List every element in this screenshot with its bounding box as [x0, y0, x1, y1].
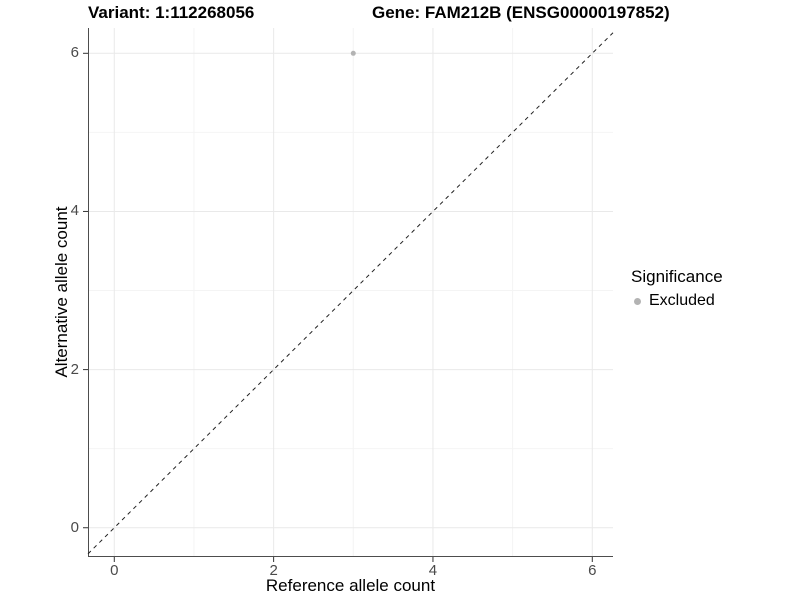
- legend: Significance Excluded: [631, 267, 723, 310]
- y-axis-title: Alternative allele count: [52, 206, 71, 378]
- data-point: [350, 50, 356, 56]
- plot-canvas: [83, 28, 614, 562]
- y-tick-label: 4: [70, 202, 79, 220]
- plot-title-gene: Gene: FAM212B (ENSG00000197852): [372, 3, 670, 22]
- x-tick-label: 6: [588, 562, 597, 579]
- legend-title: Significance: [631, 267, 723, 286]
- legend-point-icon: [634, 297, 641, 305]
- identity-line: [87, 32, 614, 555]
- y-tick-label: 0: [70, 518, 79, 536]
- plot-panel: [83, 28, 614, 562]
- x-tick-label: 0: [110, 562, 119, 579]
- y-tick-label: 2: [70, 360, 79, 378]
- y-tick-label: 6: [70, 44, 79, 62]
- x-axis-title: Reference allele count: [265, 576, 436, 595]
- legend-item-excluded: Excluded: [631, 292, 723, 310]
- plot-title-variant: Variant: 1:112268056: [88, 3, 255, 22]
- legend-item-label: Excluded: [649, 292, 715, 309]
- x-tick-label: 4: [428, 562, 438, 579]
- x-tick-label: 2: [269, 562, 278, 579]
